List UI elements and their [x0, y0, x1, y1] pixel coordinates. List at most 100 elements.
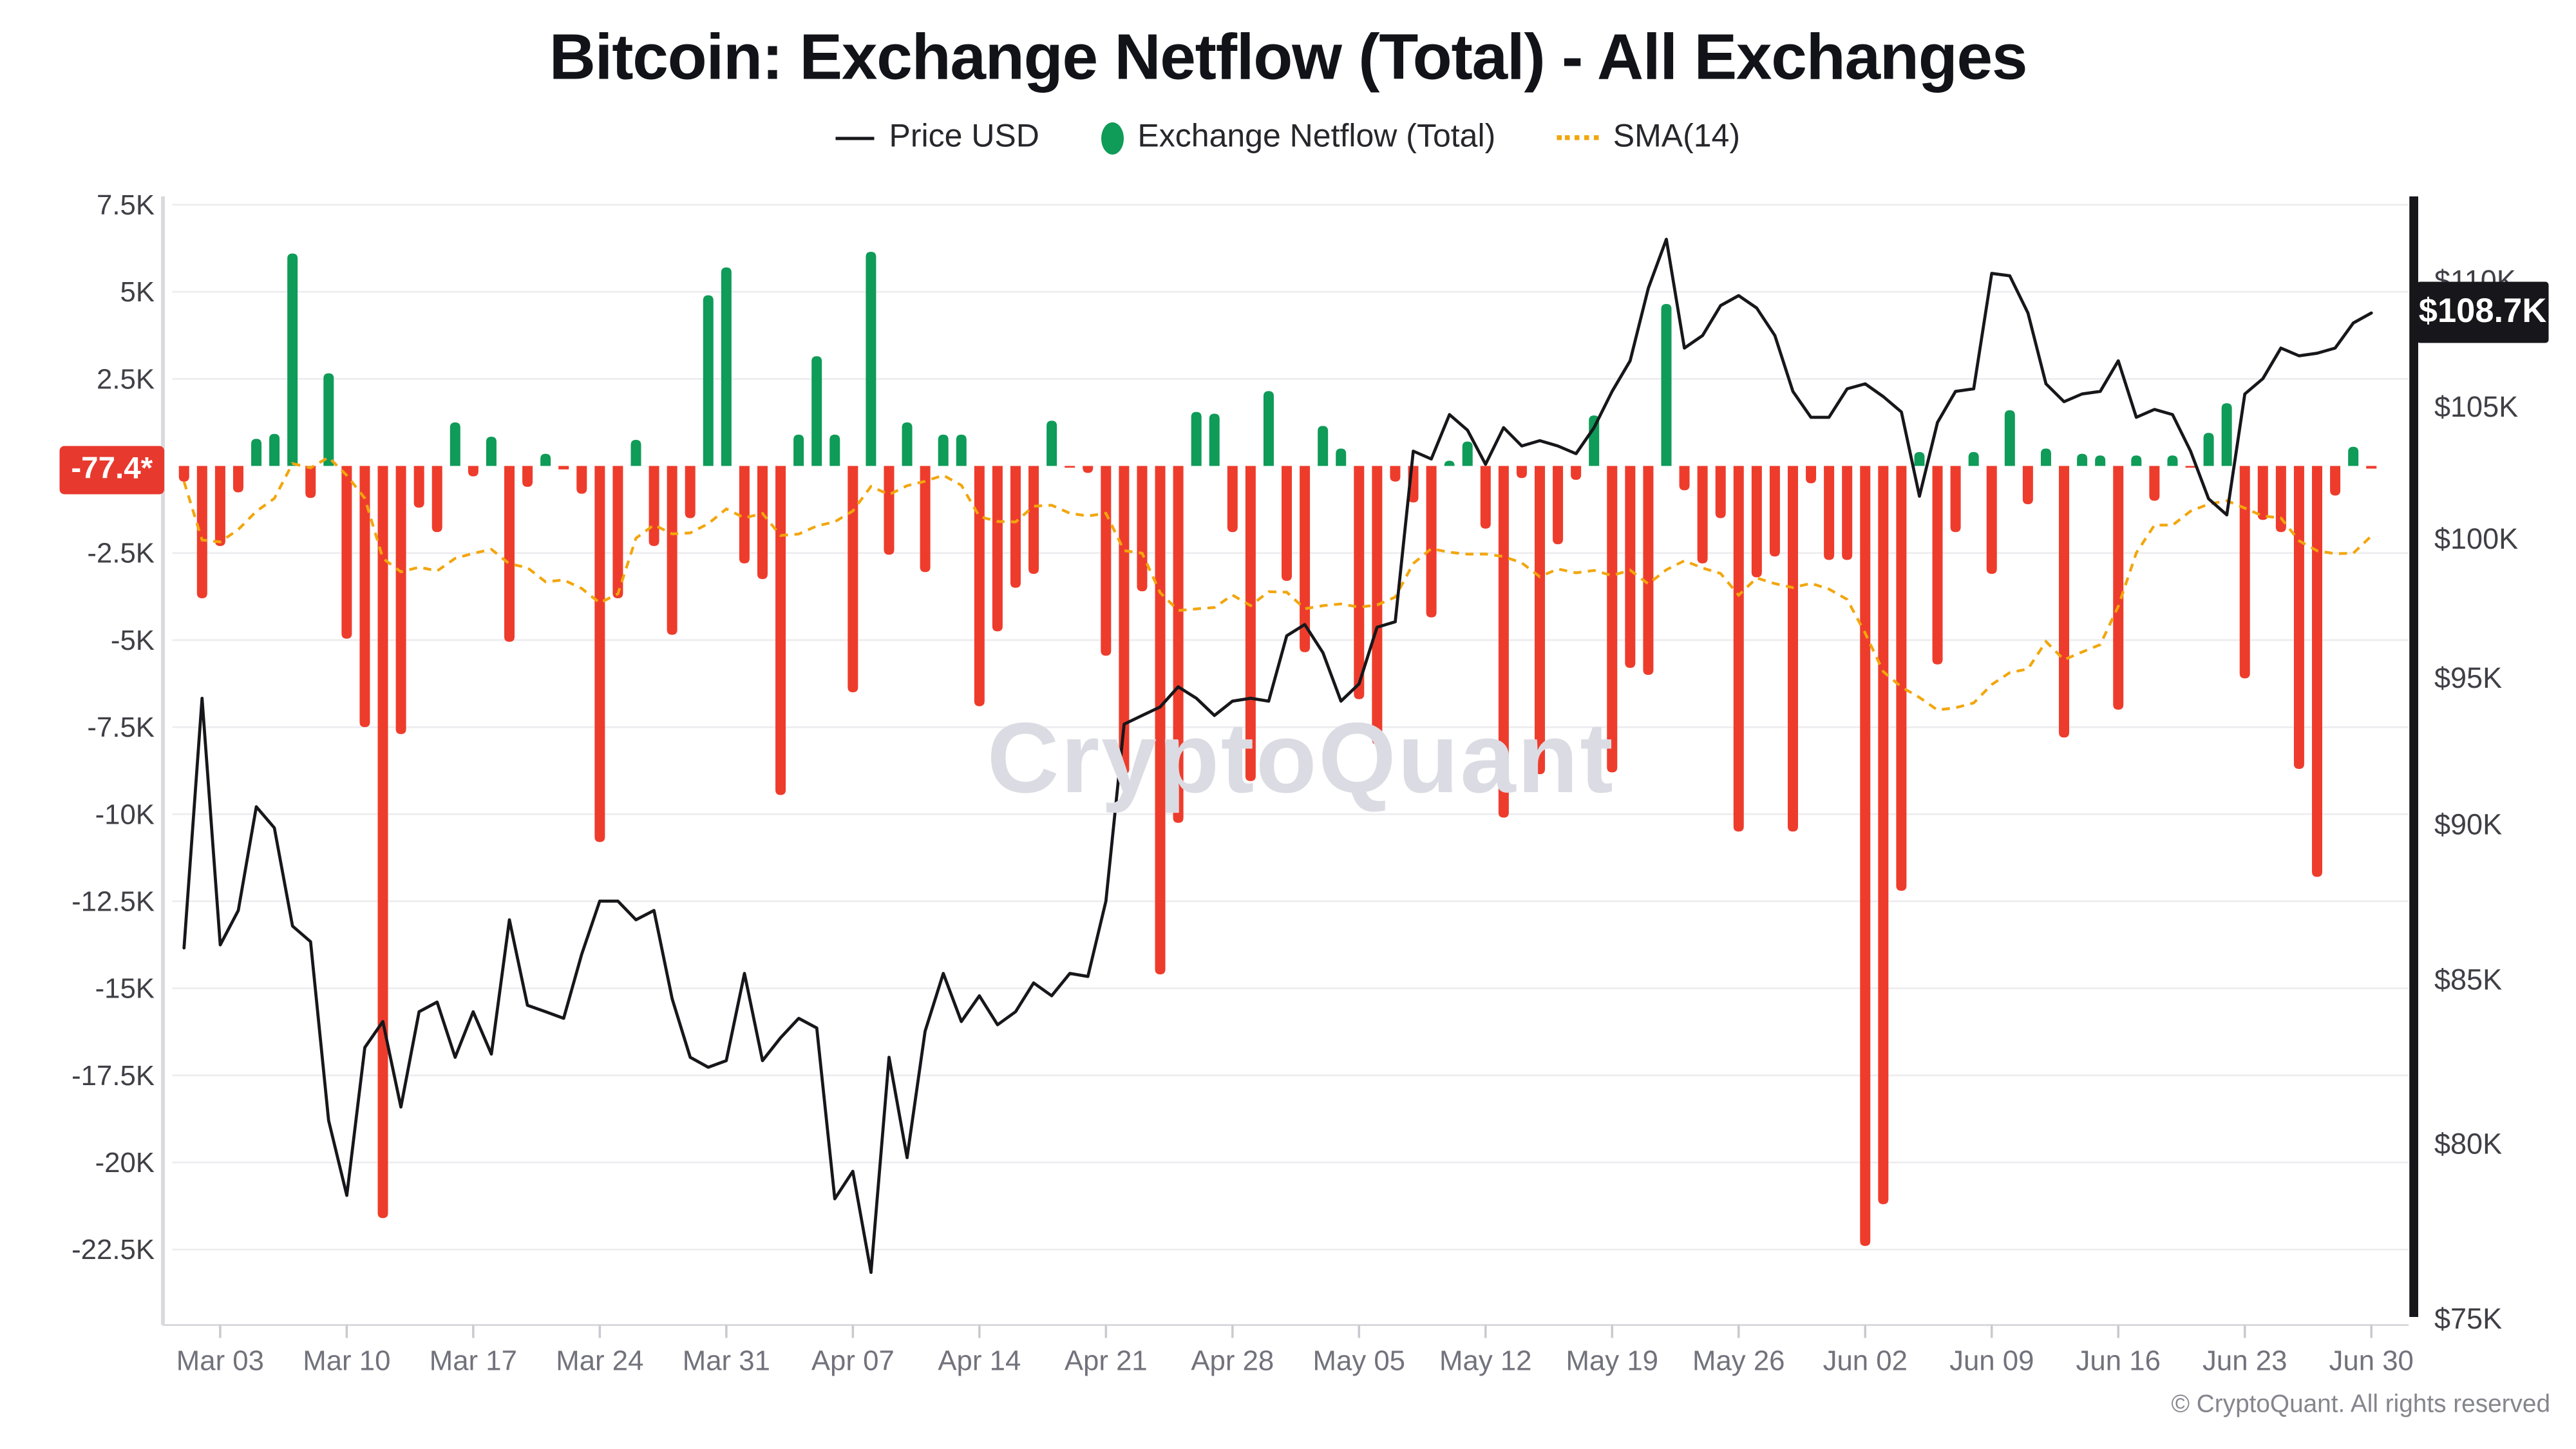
netflow-bar[interactable]: [811, 356, 822, 466]
netflow-bar[interactable]: [2022, 466, 2033, 504]
netflow-bar[interactable]: [1986, 466, 1997, 574]
netflow-bar[interactable]: [1191, 412, 1202, 466]
netflow-bar[interactable]: [1589, 415, 1600, 466]
netflow-bar[interactable]: [1173, 466, 1184, 823]
netflow-bar[interactable]: [1968, 451, 1979, 466]
netflow-bar[interactable]: [938, 434, 949, 466]
netflow-bar[interactable]: [1878, 466, 1889, 1204]
netflow-bar[interactable]: [594, 466, 605, 842]
netflow-bar[interactable]: [630, 439, 641, 466]
netflow-bar[interactable]: [1769, 466, 1780, 557]
netflow-bar[interactable]: [848, 466, 858, 692]
netflow-bar[interactable]: [2221, 403, 2232, 466]
netflow-bar[interactable]: [1462, 441, 1473, 466]
netflow-bar[interactable]: [269, 433, 280, 466]
netflow-bar[interactable]: [1282, 466, 1293, 581]
netflow-bar[interactable]: [992, 466, 1003, 632]
netflow-bar[interactable]: [1426, 466, 1437, 618]
netflow-bar[interactable]: [2293, 466, 2304, 769]
netflow-bar[interactable]: [902, 422, 913, 466]
netflow-bar[interactable]: [1155, 466, 1166, 974]
netflow-bar[interactable]: [829, 434, 840, 466]
netflow-bar[interactable]: [251, 439, 262, 466]
netflow-bar[interactable]: [395, 466, 406, 734]
netflow-bar[interactable]: [1101, 466, 1112, 656]
netflow-bar[interactable]: [1336, 448, 1347, 466]
netflow-bar[interactable]: [450, 422, 460, 466]
netflow-bar[interactable]: [1083, 466, 1094, 473]
netflow-bar[interactable]: [1896, 466, 1907, 891]
netflow-bar[interactable]: [576, 466, 587, 494]
netflow-bar[interactable]: [1715, 466, 1726, 518]
netflow-bar[interactable]: [1824, 466, 1835, 560]
netflow-bar[interactable]: [2040, 448, 2051, 466]
netflow-bar[interactable]: [558, 466, 569, 469]
netflow-bar[interactable]: [468, 466, 478, 477]
netflow-bar[interactable]: [703, 295, 714, 466]
netflow-bar[interactable]: [884, 466, 895, 555]
legend-item-sma[interactable]: SMA(14): [1557, 119, 1740, 156]
netflow-bar[interactable]: [2185, 466, 2196, 468]
netflow-bar[interactable]: [2203, 433, 2214, 466]
netflow-bar[interactable]: [1842, 466, 1853, 560]
netflow-bar[interactable]: [1643, 466, 1654, 675]
netflow-bar[interactable]: [1950, 466, 1961, 533]
netflow-bar[interactable]: [196, 466, 207, 598]
netflow-bar[interactable]: [2366, 466, 2377, 469]
netflow-bar[interactable]: [540, 453, 551, 466]
netflow-bar[interactable]: [866, 251, 876, 466]
netflow-bar[interactable]: [649, 466, 659, 546]
netflow-bar[interactable]: [974, 466, 985, 706]
netflow-bar[interactable]: [1932, 466, 1943, 665]
netflow-bar[interactable]: [1390, 466, 1401, 482]
netflow-bar[interactable]: [323, 373, 334, 466]
netflow-bar[interactable]: [1625, 466, 1636, 668]
netflow-bar[interactable]: [1046, 421, 1057, 466]
netflow-bar[interactable]: [1209, 413, 1220, 466]
netflow-bar[interactable]: [413, 466, 424, 508]
netflow-bar[interactable]: [287, 253, 298, 466]
netflow-bar[interactable]: [757, 466, 768, 580]
netflow-bar[interactable]: [2095, 455, 2106, 466]
netflow-bar[interactable]: [214, 466, 225, 546]
netflow-bar[interactable]: [359, 466, 370, 728]
netflow-bar[interactable]: [1516, 466, 1527, 478]
netflow-bar[interactable]: [739, 466, 750, 564]
netflow-bar[interactable]: [1914, 451, 1925, 466]
netflow-bar[interactable]: [1137, 466, 1148, 592]
legend-item-netflow[interactable]: Exchange Netflow (Total): [1100, 119, 1495, 156]
netflow-bar[interactable]: [1661, 304, 1672, 466]
netflow-bar[interactable]: [2257, 466, 2268, 520]
netflow-bar[interactable]: [2004, 410, 2015, 466]
netflow-bar[interactable]: [341, 466, 352, 639]
netflow-bar[interactable]: [721, 267, 732, 466]
legend-item-price[interactable]: Price USD: [836, 119, 1039, 156]
netflow-bar[interactable]: [2167, 455, 2178, 466]
netflow-bar[interactable]: [2275, 466, 2286, 533]
netflow-bar[interactable]: [1498, 466, 1509, 818]
netflow-bar[interactable]: [1679, 466, 1690, 491]
netflow-bar[interactable]: [1300, 466, 1311, 652]
netflow-bar[interactable]: [486, 437, 497, 466]
netflow-bar[interactable]: [1787, 466, 1798, 832]
netflow-bar[interactable]: [1444, 460, 1455, 466]
netflow-bar[interactable]: [1751, 466, 1762, 578]
netflow-bar[interactable]: [2330, 466, 2341, 496]
netflow-bar[interactable]: [685, 466, 696, 518]
netflow-bar[interactable]: [2077, 453, 2088, 466]
netflow-bar[interactable]: [1860, 466, 1871, 1246]
netflow-bar[interactable]: [1535, 466, 1545, 775]
netflow-bar[interactable]: [2312, 466, 2323, 877]
netflow-bar[interactable]: [1806, 466, 1817, 484]
netflow-bar[interactable]: [2059, 466, 2070, 738]
netflow-bar[interactable]: [2239, 466, 2250, 679]
netflow-bar[interactable]: [431, 466, 442, 533]
netflow-bar[interactable]: [1318, 426, 1329, 466]
netflow-bar[interactable]: [2131, 455, 2142, 466]
netflow-bar[interactable]: [522, 466, 533, 487]
netflow-bar[interactable]: [1571, 466, 1582, 480]
netflow-bar[interactable]: [793, 434, 804, 466]
netflow-bar[interactable]: [178, 466, 189, 482]
netflow-bar[interactable]: [1553, 466, 1564, 545]
